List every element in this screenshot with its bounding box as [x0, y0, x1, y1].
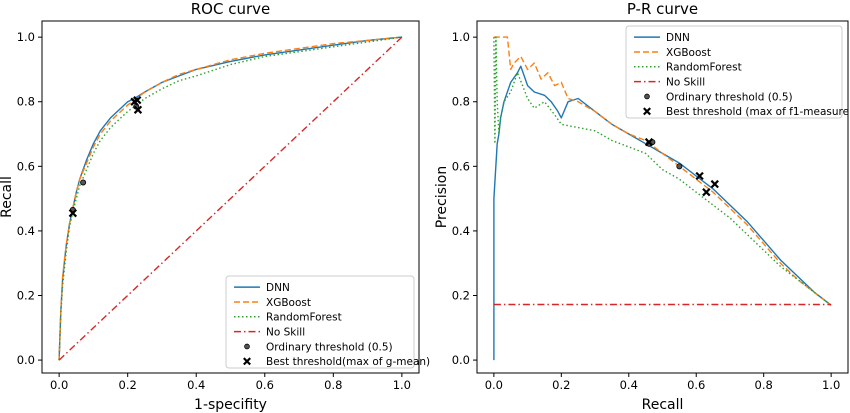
best-threshold-marker [133, 95, 142, 105]
legend: DNN XGBoost RandomForest No Skill Ordinary t… [625, 25, 850, 119]
y-tick-label: 1.0 [452, 30, 470, 44]
best-threshold-marker [695, 171, 704, 181]
x-tick-label: 0.4 [620, 378, 638, 392]
y-tick-label: 0.2 [17, 288, 35, 302]
legend-handle-ordinary [644, 93, 650, 100]
x-tick-label: 0.8 [755, 378, 773, 392]
x-tick-label: 0.2 [119, 378, 137, 392]
x-tick-label: 1.0 [393, 378, 411, 392]
chart-title: P-R curve [627, 0, 698, 18]
x-tick-label: 0.0 [485, 378, 503, 392]
legend-label: DNN [666, 32, 690, 44]
legend-handle-ordinary [244, 343, 250, 350]
axes-frame [41, 20, 420, 374]
best-threshold-marker [710, 179, 719, 189]
legend-box [225, 275, 415, 369]
y-tick-label: 0.6 [17, 159, 35, 173]
axes-frame [476, 20, 849, 374]
legend-label: RandomForest [266, 312, 342, 324]
legend-label: XGBoost [266, 297, 311, 309]
pr-chart: P-R curve 0.0 0.2 0.4 0.6 0.8 1.0 0.0 0.2 0.4 0.6 0… [434, 0, 850, 413]
legend-label: RandomForest [666, 62, 742, 74]
x-tick-label: 0.6 [687, 378, 705, 392]
best-threshold-marker [133, 105, 143, 114]
best-threshold-marker [644, 137, 654, 147]
legend-handle-best [643, 107, 651, 116]
y-tick-label: 0.6 [452, 159, 470, 173]
x-tick-label: 0.8 [324, 378, 342, 392]
y-tick-label: 0.0 [17, 353, 35, 367]
series-line-no-skill [58, 36, 403, 361]
y-tick-label: 0.4 [17, 224, 35, 238]
x-axis-label: 1-specifity [194, 397, 267, 413]
legend-label: No Skill [266, 326, 305, 338]
legend-label: Ordinary threshold (0.5) [266, 341, 393, 353]
y-tick-label: 0.8 [452, 95, 470, 109]
series-line-randomforest [493, 36, 832, 306]
y-axis-label: Recall [0, 176, 15, 218]
y-tick-label: 1.0 [17, 30, 35, 44]
legend-label: XGBoost [666, 47, 711, 59]
y-tick-label: 0.0 [452, 353, 470, 367]
legend-label: DNN [266, 282, 290, 294]
series-line-randomforest [58, 36, 402, 361]
y-tick-label: 0.4 [452, 224, 470, 238]
legend-label: Best threshold (max of f1-measure) [666, 106, 850, 118]
y-tick-label: 0.8 [17, 95, 35, 109]
legend-handle-best [243, 357, 251, 366]
x-tick-label: 0.6 [256, 378, 274, 392]
chart-title: ROC curve [191, 0, 271, 18]
x-tick-label: 1.0 [822, 378, 840, 392]
roc-chart: ROC curve 0.0 0.2 0.4 0.6 0.8 1.0 0.0 0.2 0.4 0.6 0… [0, 0, 430, 413]
y-axis-label: Precision [434, 166, 450, 228]
x-tick-label: 0.4 [187, 378, 205, 392]
legend-label: Best threshold(max of g-mean) [266, 356, 430, 368]
ordinary-threshold-marker [80, 179, 87, 186]
best-threshold-marker [68, 208, 78, 218]
best-threshold-marker [702, 187, 711, 197]
legend-box [625, 25, 843, 119]
legend-label: No Skill [666, 76, 705, 88]
legend: DNN XGBoost RandomForest No Skill Ordinary t… [225, 275, 430, 369]
x-tick-label: 0.0 [50, 378, 68, 392]
series-line-xgboost [493, 36, 832, 306]
legend-label: Ordinary threshold (0.5) [666, 91, 793, 103]
y-tick-label: 0.2 [452, 288, 470, 302]
x-axis-label: Recall [642, 397, 684, 413]
ordinary-threshold-marker [676, 163, 683, 170]
x-tick-label: 0.2 [552, 378, 570, 392]
